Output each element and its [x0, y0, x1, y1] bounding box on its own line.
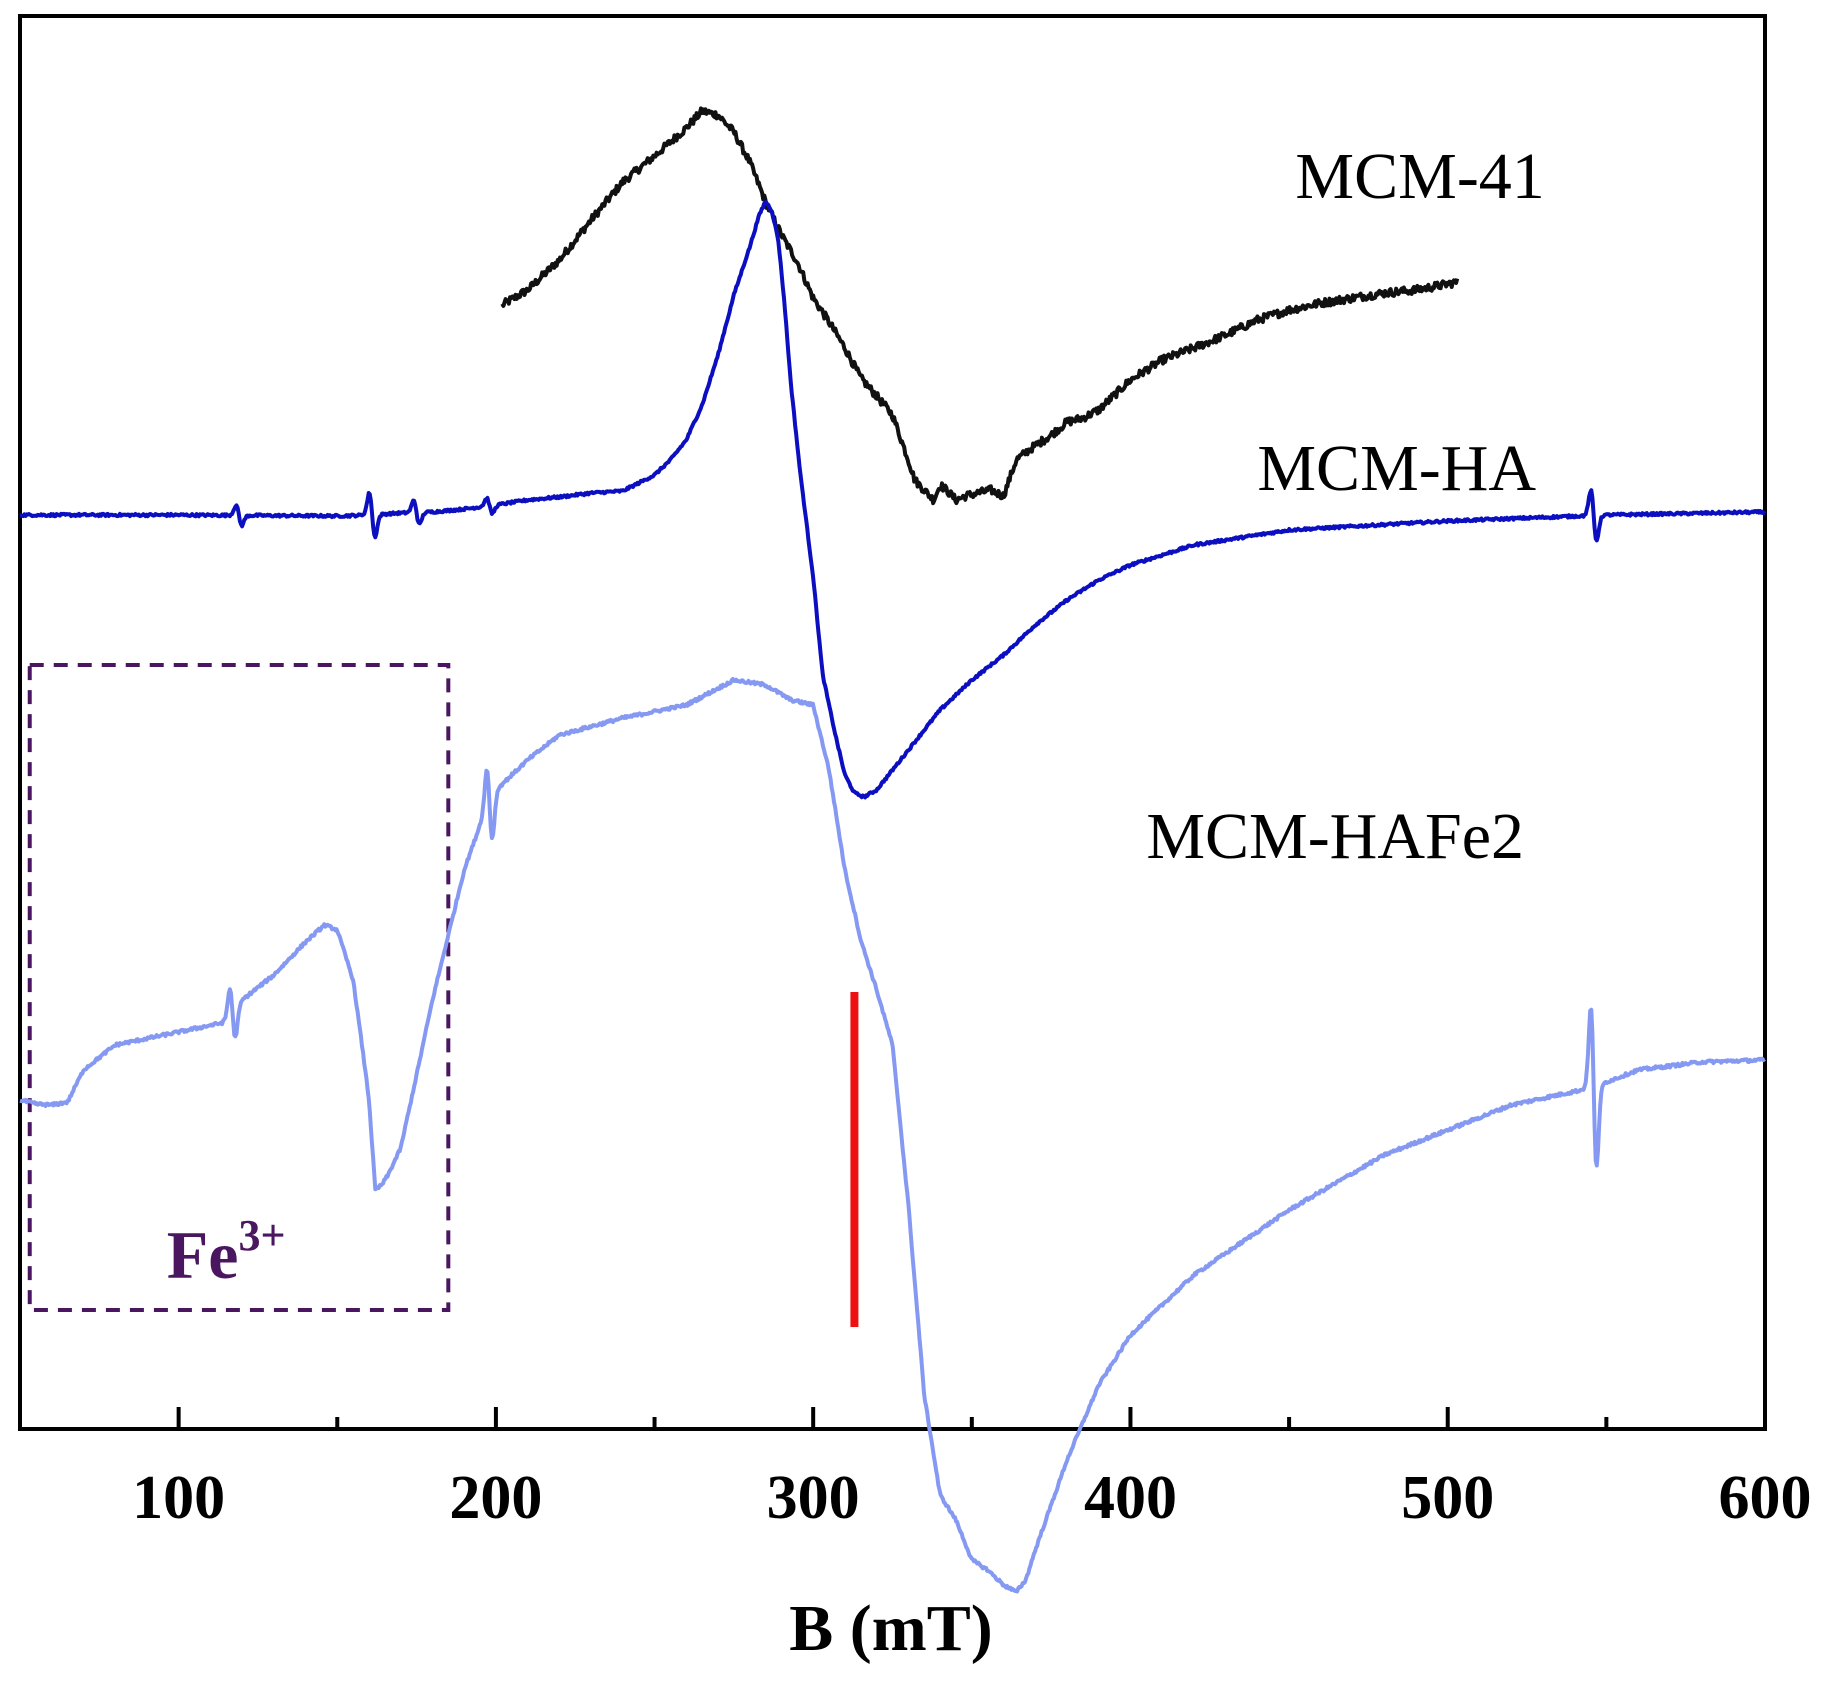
series-label-mcm-hafe2: MCM-HAFe2 [1146, 800, 1524, 873]
x-tick-label-200: 200 [449, 1464, 542, 1532]
series-label-mcm-ha: MCM-HA [1257, 432, 1536, 505]
x-tick-label-100: 100 [132, 1464, 225, 1532]
x-tick-label-600: 600 [1719, 1464, 1812, 1532]
fe3-annotation-label: Fe3+ [167, 1211, 286, 1293]
x-tick-label-300: 300 [767, 1464, 860, 1532]
series-line-mcm-ha [19, 200, 1767, 800]
fe3-annotation-box [27, 663, 451, 1312]
series-line-mcm-hafe2 [19, 677, 1766, 1594]
fe3-annotation-base: Fe [167, 1217, 239, 1293]
fe3-annotation-superscript: 3+ [238, 1211, 285, 1260]
x-tick-label-400: 400 [1084, 1464, 1177, 1532]
series-label-mcm-41: MCM-41 [1295, 140, 1544, 213]
plot-frame [18, 14, 1767, 1431]
x-axis-title: B (mT) [789, 1592, 992, 1665]
series-line-mcm-41 [500, 106, 1460, 506]
x-tick-label-500: 500 [1401, 1464, 1494, 1532]
x-axis-ticks [176, 1407, 1767, 1429]
x-axis-tick-labels: 100 200 300 400 500 600 [132, 1464, 1811, 1532]
spectra-series [19, 106, 1767, 1594]
series-labels: MCM-41 MCM-HA MCM-HAFe2 [1146, 140, 1544, 873]
